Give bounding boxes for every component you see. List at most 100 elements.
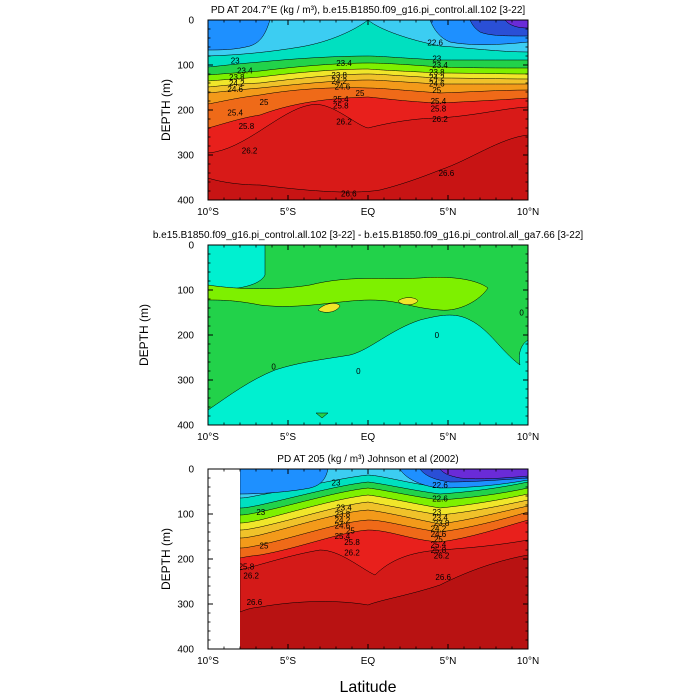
contour-label: 23 — [432, 54, 441, 63]
panel-1-ylabel: DEPTH (m) — [159, 79, 173, 141]
x-tick-label: 5°N — [440, 432, 457, 443]
panel-2-axes: 10°S 5°S EQ 5°N 10°N 0 100 200 300 400 — [177, 241, 539, 444]
x-tick-label: 5°S — [280, 207, 297, 218]
panel-1-contour-labels: 23 23.4 23.422.62323.423.824.224.623.824.2… — [227, 39, 454, 199]
y-tick-label: 100 — [177, 61, 194, 72]
contour-label: 24.6 — [227, 85, 243, 94]
contour-label: 22.6 — [432, 481, 448, 490]
panel-2-layer-positive-max-a — [317, 303, 341, 313]
x-tick-label: 10°N — [517, 656, 539, 667]
contour-label: 24.2 — [229, 79, 245, 88]
contour-label: 0 — [519, 309, 524, 318]
contour-label: 23 — [332, 479, 341, 488]
panel-3-title: PD AT 205 (kg / m³) Johnson et al (2002) — [277, 454, 458, 465]
panel-3-ylabel: DEPTH (m) — [159, 528, 173, 590]
contour-label: 26.2 — [336, 117, 352, 126]
y-tick-label: 0 — [188, 465, 194, 476]
contour-label: 25.8 — [239, 563, 255, 572]
contour-label: 25.8 — [333, 102, 349, 111]
contour-label: 25 — [260, 542, 269, 551]
panel-1-field: 23 23.4 23.422.62323.423.824.224.623.824.2… — [208, 20, 528, 200]
panel-3-axes: 10°S 5°S EQ 5°N 10°N 0 100 200 300 400 — [177, 465, 539, 668]
contour-label: 23.4 — [336, 59, 352, 68]
contour-label: 25.4 — [227, 108, 243, 117]
contour-label: 0 — [271, 363, 276, 372]
contour-label: 23.8 — [331, 71, 347, 80]
contour-label: 23 — [256, 508, 265, 517]
contour-label: 25 — [434, 535, 443, 544]
y-tick-label: 300 — [177, 376, 194, 387]
panel-2-title: b.e15.B1850.f09_g16.pi_control.all.102 [… — [153, 230, 584, 241]
contour-label: 23.8 — [229, 73, 245, 82]
y-tick-label: 200 — [177, 106, 194, 117]
panel-1-title: PD AT 204.7°E (kg / m³), b.e15.B1850.f09… — [211, 5, 526, 16]
contour-label: 24.2 — [429, 74, 445, 83]
contour-label: 25.4 — [431, 541, 447, 550]
contour-label: 26.2 — [242, 147, 258, 156]
panel-2-model-difference: b.e15.B1850.f09_g16.pi_control.all.102 [… — [137, 230, 583, 443]
contour-label: 26.6 — [247, 598, 263, 607]
contour-label: 0 — [356, 367, 361, 376]
y-tick-label: 100 — [177, 286, 194, 297]
contour-label: 23 — [432, 508, 441, 517]
y-tick-label: 300 — [177, 151, 194, 162]
contour-label: 24.6 — [335, 83, 351, 92]
panel-2-field: 0 0 0 0 — [208, 245, 528, 425]
contour-label: 24.6 — [335, 522, 351, 531]
contour-label: 26.2 — [243, 572, 259, 581]
contour-label: 25.8 — [239, 122, 255, 131]
contour-label: 25 — [346, 527, 355, 536]
y-tick-label: 400 — [177, 645, 194, 656]
contour-label: 25 — [356, 89, 365, 98]
y-tick-label: 0 — [188, 16, 194, 27]
contour-label: 22.6 — [427, 39, 443, 48]
panel-1-layer-22.6 — [208, 20, 271, 51]
contour-label: 23 — [231, 57, 240, 66]
contour-label: 23.4 — [336, 503, 352, 512]
contour-label: 26.2 — [432, 115, 448, 124]
contour-label: 24.6 — [431, 530, 447, 539]
panel-2-small-feature — [315, 412, 329, 419]
x-axis-title: Latitude — [340, 679, 397, 696]
panel-2-layer-positive-max-b — [397, 297, 419, 305]
x-tick-label: 5°N — [440, 207, 457, 218]
contour-label: 22.6 — [432, 494, 448, 503]
x-tick-label: EQ — [361, 656, 376, 667]
panel-3-layer-21.8 — [439, 469, 528, 480]
y-tick-label: 400 — [177, 196, 194, 207]
contour-label: 24.6 — [429, 79, 445, 88]
x-tick-label: EQ — [361, 207, 376, 218]
contour-label: 23.4 — [432, 61, 448, 70]
contour-label: 24.2 — [335, 516, 351, 525]
y-tick-label: 300 — [177, 600, 194, 611]
contour-label: 25.8 — [431, 546, 447, 555]
contour-label: 0 — [435, 331, 440, 340]
contour-label: 26.2 — [434, 551, 450, 560]
x-tick-label: 5°N — [440, 656, 457, 667]
x-tick-label: 10°N — [517, 432, 539, 443]
x-tick-label: 5°S — [280, 432, 297, 443]
x-tick-label: EQ — [361, 432, 376, 443]
panel-1-axes: 10°S 5°S EQ 5°N 10°N 0 100 200 300 400 — [177, 16, 539, 219]
contour-label: 24.2 — [331, 77, 347, 86]
contour-label: 23.4 — [237, 66, 253, 75]
panel-1-model-density: PD AT 204.7°E (kg / m³), b.e15.B1850.f09… — [159, 5, 539, 218]
contour-label: 26.6 — [435, 573, 451, 582]
contour-label: 25.8 — [344, 538, 360, 547]
y-tick-label: 0 — [188, 241, 194, 252]
contour-label: 25.8 — [431, 105, 447, 114]
panel-2-contour-labels: 0 0 0 0 — [271, 309, 524, 377]
x-tick-label: 10°S — [197, 432, 219, 443]
x-tick-label: 10°S — [197, 656, 219, 667]
contour-label: 25.4 — [333, 95, 349, 104]
contour-label: 26.2 — [344, 548, 360, 557]
contour-label: 23.8 — [429, 68, 445, 77]
contour-label: 25.4 — [335, 532, 351, 541]
x-tick-label: 10°N — [517, 207, 539, 218]
contour-label: 25 — [260, 98, 269, 107]
contour-label: 23.8 — [434, 519, 450, 528]
contour-label: 23.4 — [432, 514, 448, 523]
